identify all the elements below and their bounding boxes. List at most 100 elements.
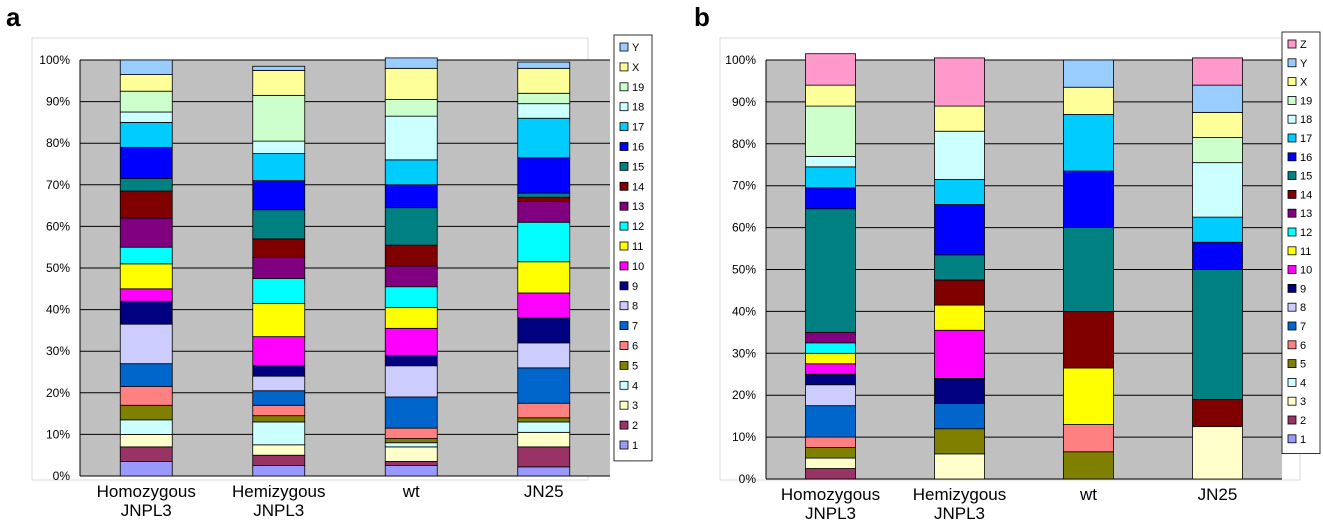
bar-segment-15 bbox=[119, 178, 173, 192]
legend-label: 9 bbox=[632, 281, 638, 293]
legend-swatch-17 bbox=[1287, 133, 1297, 143]
bar-segment-17 bbox=[517, 117, 571, 159]
legend-label: 12 bbox=[632, 221, 644, 233]
bar-segment-18 bbox=[934, 130, 985, 180]
bar-segment-2 bbox=[805, 468, 856, 480]
y-tick-label: 100% bbox=[725, 53, 756, 67]
bar-segment-9 bbox=[384, 354, 438, 367]
legend-label: 1 bbox=[1300, 434, 1306, 446]
bar-segment-5 bbox=[1063, 451, 1114, 480]
legend-swatch-16 bbox=[1287, 152, 1297, 162]
y-tick-label: 30% bbox=[46, 344, 70, 358]
bar-segment-19 bbox=[119, 90, 173, 113]
chart-panel-a: 0% 10% 20% 30% 40% 50% 60% 70% 80% 90% 100% Homozyg… bbox=[31, 34, 653, 520]
bar-segment-2 bbox=[252, 454, 306, 467]
legend-label: 3 bbox=[632, 400, 638, 412]
legend-swatch-10 bbox=[619, 261, 629, 271]
legend-swatch-X bbox=[619, 62, 629, 72]
y-tick-label: 70% bbox=[732, 179, 756, 193]
legend-swatch-12 bbox=[1287, 227, 1297, 237]
bar-segment-10 bbox=[517, 292, 571, 319]
bar-segment-9 bbox=[934, 378, 985, 404]
legend-swatch-8 bbox=[619, 301, 629, 311]
x-tick-label: JN25 bbox=[1198, 485, 1238, 504]
bar-segment-8 bbox=[805, 384, 856, 407]
bar-segment-5 bbox=[517, 417, 571, 423]
legend-swatch-19 bbox=[1287, 96, 1297, 105]
bar-segment-Y bbox=[1192, 84, 1243, 113]
bar-segment-16 bbox=[1192, 241, 1243, 270]
bar-segment-11 bbox=[252, 302, 306, 338]
bar-segment-16 bbox=[517, 157, 571, 194]
bar-segment-2 bbox=[119, 446, 173, 462]
bar-segment-16 bbox=[119, 146, 173, 179]
y-tick-label: 10% bbox=[46, 427, 70, 441]
bar-segment-5 bbox=[252, 415, 306, 423]
bar-segment-X bbox=[934, 105, 985, 132]
bar-segment-19 bbox=[517, 92, 571, 105]
legend-swatch-14 bbox=[619, 181, 629, 191]
bar-segment-Z bbox=[1192, 57, 1243, 86]
panel-label-a: a bbox=[6, 2, 21, 32]
legend-label: 7 bbox=[1300, 321, 1306, 333]
legend-swatch-3 bbox=[1287, 396, 1297, 406]
legend-label: 17 bbox=[1300, 133, 1312, 145]
legend-label: 13 bbox=[1300, 208, 1312, 220]
bar-segment-13 bbox=[517, 201, 571, 223]
legend-label: 1 bbox=[632, 440, 638, 452]
bar-segment-17 bbox=[119, 122, 173, 148]
bar-segment-9 bbox=[517, 317, 571, 344]
bar-segment-11 bbox=[384, 307, 438, 329]
bar-segment-X bbox=[805, 84, 856, 107]
legend-label: 15 bbox=[632, 161, 644, 173]
bar-segment-19 bbox=[252, 94, 306, 142]
x-tick-label: Homozygous JNPL3 bbox=[781, 485, 880, 520]
bar-segment-X bbox=[384, 67, 438, 100]
legend-label: 14 bbox=[632, 181, 644, 193]
bar-segment-10 bbox=[384, 327, 438, 356]
bar-segment-14 bbox=[1063, 310, 1114, 369]
bar-segment-8 bbox=[119, 323, 173, 365]
legend-label: 16 bbox=[632, 142, 644, 154]
bar-segment-9 bbox=[252, 365, 306, 377]
bar-segment-8 bbox=[252, 375, 306, 392]
legend-swatch-11 bbox=[1287, 246, 1297, 256]
legend-label: 2 bbox=[1300, 415, 1306, 427]
bar-segment-12 bbox=[252, 277, 306, 304]
bar-segment-16 bbox=[252, 180, 306, 211]
bar-segment-8 bbox=[384, 365, 438, 398]
bar-segment-3 bbox=[384, 446, 438, 462]
legend-swatch-8 bbox=[1287, 302, 1297, 312]
y-tick-label: 60% bbox=[46, 219, 70, 233]
legend-swatch-2 bbox=[619, 420, 629, 430]
bar-segment-15 bbox=[805, 208, 856, 333]
bar-segment-13 bbox=[384, 265, 438, 288]
bar-segment-1 bbox=[119, 461, 173, 477]
y-tick-label: 10% bbox=[732, 430, 756, 444]
bar-segment-6 bbox=[384, 427, 438, 439]
legend-swatch-6 bbox=[619, 341, 629, 350]
panel-label-b: b bbox=[694, 2, 710, 32]
bar-segment-Y bbox=[1063, 59, 1114, 88]
y-tick-label: 50% bbox=[46, 261, 70, 275]
x-tick-label: wt bbox=[1079, 485, 1097, 504]
bar-segment-X bbox=[1192, 111, 1243, 138]
legend-swatch-2 bbox=[1287, 415, 1297, 425]
bar-segment-18 bbox=[384, 115, 438, 161]
bar-segment-7 bbox=[119, 363, 173, 387]
legend-label: 12 bbox=[1300, 227, 1312, 239]
bar-segment-2 bbox=[517, 446, 571, 468]
y-tick-label: 90% bbox=[732, 95, 756, 109]
bar-segment-18 bbox=[1192, 162, 1243, 218]
bar-segment-3 bbox=[805, 457, 856, 469]
legend-label: 18 bbox=[1300, 114, 1312, 126]
legend-swatch-1 bbox=[1287, 434, 1297, 444]
legend-swatch-9 bbox=[1287, 283, 1297, 293]
legend-label: 2 bbox=[632, 420, 638, 432]
bar-segment-10 bbox=[119, 288, 173, 302]
legend-label: X bbox=[632, 62, 640, 74]
legend-label: 19 bbox=[632, 82, 644, 94]
legend-label: 9 bbox=[1300, 283, 1306, 295]
legend-swatch-Z bbox=[1287, 39, 1297, 49]
legend-label: Y bbox=[1300, 58, 1308, 70]
